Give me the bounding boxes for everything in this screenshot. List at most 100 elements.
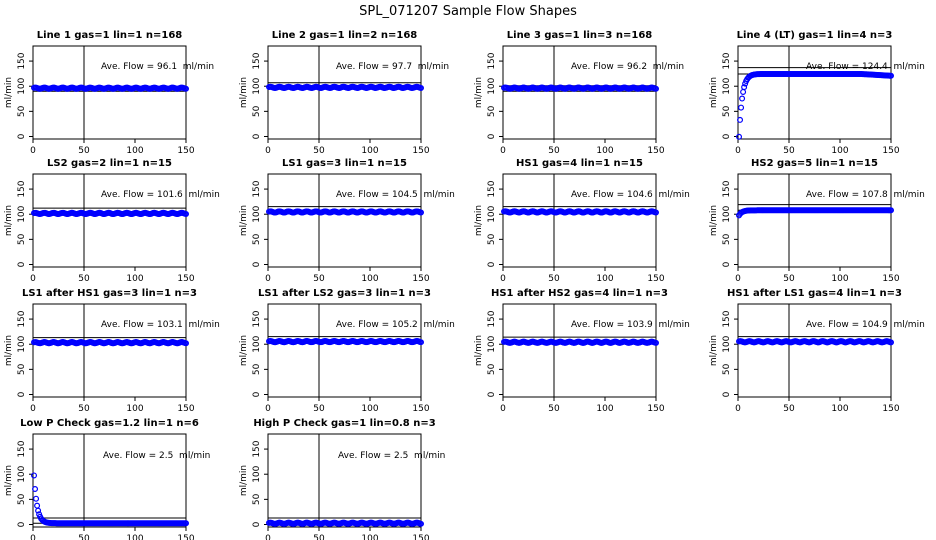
data-points: [736, 70, 894, 140]
plot-frame: [267, 173, 422, 268]
average-flow-annotation: Ave. Flow = 103.9 ml/min: [571, 320, 690, 330]
x-tick-label: 0: [30, 404, 36, 414]
x-tick-label: 150: [882, 404, 899, 414]
y-axis-label: ml/min: [709, 77, 719, 108]
data-points: [266, 83, 425, 91]
y-tick-label: 100: [252, 465, 262, 482]
data-point: [887, 339, 894, 346]
y-axis-label: ml/min: [239, 77, 249, 108]
x-tick-label: 0: [265, 404, 271, 414]
average-flow-annotation: Ave. Flow = 104.5 ml/min: [336, 190, 455, 200]
data-point: [183, 520, 190, 527]
data-point: [183, 85, 190, 92]
y-tick-label: 0: [252, 133, 262, 139]
y-tick-label: 150: [17, 52, 27, 69]
y-tick-label: 50: [487, 105, 497, 117]
data-point: [741, 84, 748, 91]
chart-panel-3: Line 3 gas=1 lin=3 n=168 0 50 100 150 0 50 100 1…: [474, 30, 684, 156]
data-point: [31, 472, 38, 479]
y-tick-label: 100: [17, 77, 27, 94]
y-tick-label: 50: [252, 233, 262, 245]
x-tick-label: 50: [783, 146, 795, 156]
data-points: [266, 208, 425, 216]
average-flow-annotation: Ave. Flow = 97.7 ml/min: [336, 62, 449, 72]
x-tick-label: 100: [126, 534, 143, 540]
panel-title: HS1 after HS2 gas=4 lin=1 n=3: [491, 288, 668, 299]
plot-frame: [502, 303, 657, 398]
y-tick-label: 50: [17, 105, 27, 117]
y-tick-label: 50: [487, 233, 497, 245]
y-axis-label: ml/min: [4, 465, 14, 496]
x-tick-label: 150: [647, 146, 664, 156]
x-tick-label: 150: [412, 274, 429, 284]
data-points: [266, 519, 425, 527]
plot-frame: [267, 303, 422, 398]
y-tick-label: 150: [252, 180, 262, 197]
plot-frame: [267, 45, 422, 140]
x-tick-label: 50: [783, 274, 795, 284]
chart-panel-4: Line 4 (LT) gas=1 lin=4 n=3 0 50 100 150 0 50 1…: [709, 30, 925, 156]
y-tick-label: 0: [722, 391, 732, 397]
y-axis-label: ml/min: [474, 335, 484, 366]
x-tick-label: 0: [265, 274, 271, 284]
x-tick-label: 100: [831, 274, 848, 284]
y-axis-label: ml/min: [4, 205, 14, 236]
data-point: [652, 85, 659, 92]
chart-panel-5: LS2 gas=2 lin=1 n=150 50 100 150050100150ml…: [4, 158, 220, 284]
y-tick-label: 0: [17, 261, 27, 267]
panel-title: HS2 gas=5 lin=1 n=15: [751, 158, 878, 169]
chart-panel-6: LS1 gas=3 lin=1 n=150 50 100 150050100150ml…: [239, 158, 455, 284]
chart-panel-12: HS1 after LS1 gas=4 lin=1 n=3 0 50 100 150 0 5…: [709, 288, 925, 414]
x-tick-label: 150: [177, 146, 194, 156]
x-tick-label: 50: [78, 404, 90, 414]
y-tick-label: 0: [17, 133, 27, 139]
x-tick-label: 0: [500, 404, 506, 414]
data-points: [31, 209, 190, 218]
y-tick-label: 150: [487, 310, 497, 327]
x-tick-label: 0: [500, 146, 506, 156]
x-tick-label: 50: [313, 404, 325, 414]
x-tick-label: 50: [548, 404, 560, 414]
y-tick-label: 150: [17, 310, 27, 327]
y-axis-label: ml/min: [239, 335, 249, 366]
y-tick-label: 150: [487, 180, 497, 197]
data-points: [31, 472, 190, 527]
y-axis-label: ml/min: [239, 465, 249, 496]
data-point: [652, 209, 659, 216]
x-tick-label: 100: [361, 146, 378, 156]
x-tick-label: 50: [78, 274, 90, 284]
average-flow-annotation: Ave. Flow = 96.1 ml/min: [101, 62, 214, 72]
data-point: [887, 72, 894, 79]
x-tick-label: 0: [265, 534, 271, 540]
plot-frame: [32, 303, 187, 398]
y-tick-label: 0: [722, 261, 732, 267]
x-tick-label: 150: [412, 146, 429, 156]
y-tick-label: 100: [17, 465, 27, 482]
y-tick-label: 100: [722, 335, 732, 352]
plot-frame: [32, 173, 187, 268]
x-tick-label: 100: [596, 404, 613, 414]
x-tick-label: 0: [30, 146, 36, 156]
y-tick-label: 0: [487, 391, 497, 397]
data-point: [34, 502, 41, 509]
y-tick-label: 100: [722, 205, 732, 222]
data-point: [418, 339, 425, 346]
data-points: [31, 339, 190, 347]
data-points: [266, 337, 425, 346]
data-point: [418, 520, 425, 527]
y-tick-label: 0: [252, 391, 262, 397]
y-tick-label: 100: [252, 335, 262, 352]
panel-title: LS1 gas=3 lin=1 n=15: [282, 158, 407, 169]
x-tick-label: 150: [177, 534, 194, 540]
x-tick-label: 0: [735, 146, 741, 156]
y-tick-label: 0: [17, 521, 27, 527]
panel-title: Line 1 gas=1 lin=1 n=168: [37, 30, 183, 41]
y-axis-label: ml/min: [709, 205, 719, 236]
y-axis-label: ml/min: [239, 205, 249, 236]
average-flow-annotation: Ave. Flow = 103.1 ml/min: [101, 320, 220, 330]
y-tick-label: 150: [252, 52, 262, 69]
y-tick-label: 50: [252, 493, 262, 505]
x-tick-label: 150: [177, 274, 194, 284]
chart-panel-9: LS1 after HS1 gas=3 lin=1 n=3 0 50 100 150 0 5…: [4, 288, 220, 414]
x-tick-label: 150: [412, 404, 429, 414]
